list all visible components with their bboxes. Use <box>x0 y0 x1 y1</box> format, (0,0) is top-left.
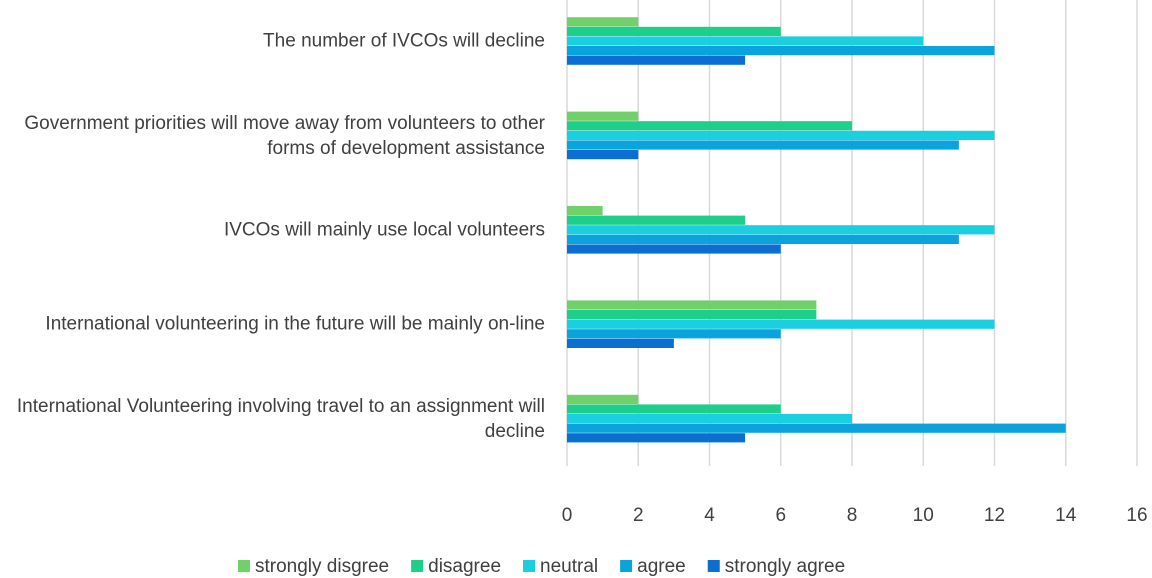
legend-label: strongly agree <box>725 556 845 577</box>
legend-swatch <box>707 560 720 572</box>
bar <box>567 433 746 443</box>
bar <box>567 111 639 121</box>
bar <box>567 329 781 339</box>
bar <box>567 206 603 216</box>
bar <box>567 394 639 404</box>
category-label: The number of IVCOs will decline <box>263 30 545 52</box>
bar <box>567 215 746 225</box>
x-tick-label: 2 <box>633 505 644 526</box>
bar <box>567 36 924 46</box>
bar <box>567 300 817 310</box>
x-tick-label: 12 <box>984 505 1005 526</box>
x-tick-label: 16 <box>1126 505 1147 526</box>
bar <box>567 26 781 36</box>
bar <box>567 338 674 348</box>
legend-label: strongly disgree <box>255 556 389 577</box>
bar <box>567 121 852 131</box>
category-label: International Volunteering involving tra… <box>16 395 545 442</box>
bar <box>567 244 781 254</box>
bar <box>567 319 995 329</box>
legend-label: neutral <box>540 556 598 577</box>
legend-label: disagree <box>428 556 501 577</box>
bar <box>567 404 781 414</box>
legend-swatch <box>411 560 424 572</box>
bar <box>567 310 817 320</box>
bar <box>567 140 959 150</box>
x-tick-label: 0 <box>562 505 573 526</box>
bar <box>567 55 746 65</box>
x-tick-label: 8 <box>847 505 858 526</box>
category-label: International volunteering in the future… <box>45 313 545 335</box>
legend-label: agree <box>637 556 686 577</box>
legend-swatch <box>523 560 536 572</box>
bar <box>567 234 959 244</box>
bar <box>567 17 639 27</box>
bar <box>567 414 852 424</box>
legend-swatch <box>238 560 250 572</box>
x-tick-label: 14 <box>1055 505 1077 526</box>
x-tick-label: 6 <box>775 505 786 526</box>
bar <box>567 46 995 56</box>
x-tick-label: 4 <box>704 505 715 526</box>
category-label: Government priorities will move away fro… <box>24 112 545 159</box>
bar <box>567 130 995 140</box>
bar <box>567 225 995 235</box>
x-tick-label: 10 <box>913 505 934 526</box>
bar <box>567 150 639 160</box>
bar <box>567 423 1066 433</box>
legend-swatch <box>620 560 633 572</box>
category-label: IVCOs will mainly use local volunteers <box>223 219 545 241</box>
